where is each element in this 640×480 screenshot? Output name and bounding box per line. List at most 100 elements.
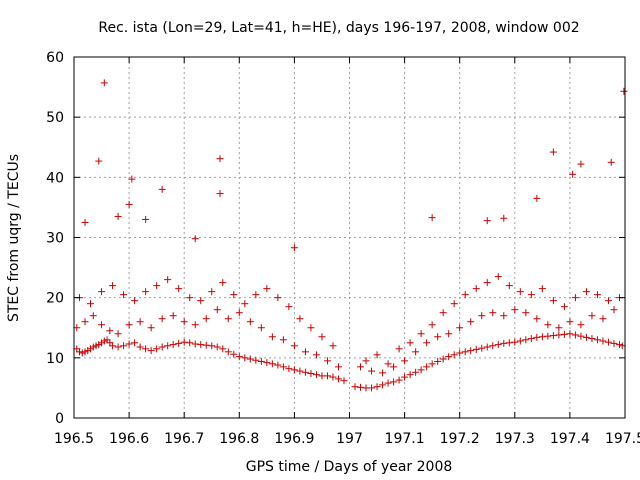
data-point [610,339,618,347]
x-tick-labels: 196.5 196.6 196.7 196.8 196.9 197 197.1 197.2 19… [54,431,640,447]
data-point [235,353,243,361]
data-point [610,306,618,314]
data-point [329,342,337,350]
y-tick-label: 30 [46,231,64,247]
data-point [191,235,199,243]
data-point [533,194,541,202]
data-point [483,279,491,287]
data-point [296,367,304,375]
data-point [197,297,205,305]
data-point [401,357,409,365]
data-point [246,355,254,363]
data-point [379,381,387,389]
data-point [577,160,585,168]
data-point [202,341,210,349]
data-point [461,348,469,356]
data-point [164,342,172,350]
data-point [373,351,381,359]
data-point [549,332,557,340]
data-point [263,359,271,367]
data-point [323,372,331,380]
data-point [131,339,139,347]
data-point [604,297,612,305]
data-point [208,288,216,296]
data-point [109,342,117,350]
data-point [301,348,309,356]
data-point [128,175,136,183]
data-point [175,339,183,347]
data-point [120,342,128,350]
data-point [268,333,276,341]
data-point [439,309,447,317]
y-tick-label: 0 [55,411,64,427]
data-point [544,332,552,340]
data-point [516,288,524,296]
data-point [312,351,320,359]
data-point [357,363,365,371]
y-tick-label: 40 [46,170,64,186]
data-point [95,157,103,165]
data-point [175,285,183,293]
data-point [417,330,425,338]
x-tick-label: 197.2 [440,431,480,447]
data-point [279,363,287,371]
data-point [213,306,221,314]
data-points [73,79,628,392]
data-point [544,321,552,329]
data-point [142,345,150,353]
data-point [549,148,557,156]
data-point [599,337,607,345]
data-point [216,155,224,163]
data-point [252,291,260,299]
data-point [533,333,541,341]
data-point [169,312,177,320]
data-point [81,318,89,326]
data-point [582,288,590,296]
data-point [158,315,166,323]
data-point [334,363,342,371]
data-point [434,333,442,341]
data-point [489,309,497,317]
data-point [191,340,199,348]
data-point [263,285,271,293]
data-point [500,339,508,347]
data-point [208,342,216,350]
data-point [230,291,238,299]
data-point [301,368,309,376]
data-point [235,309,243,317]
data-point [109,282,117,290]
data-point [307,369,315,377]
data-point [516,337,524,345]
data-point [98,288,106,296]
data-point [390,363,398,371]
data-point [312,371,320,379]
data-point [467,347,475,355]
data-point [500,312,508,320]
x-axis-label: GPS time / Days of year 2008 [246,459,453,475]
data-point [478,312,486,320]
data-point [560,330,568,338]
data-point [406,339,414,347]
data-point [571,331,579,339]
x-tick-label: 197.3 [495,431,535,447]
data-point [489,342,497,350]
y-tick-label: 60 [46,50,64,66]
chart-title: Rec. ista (Lon=29, Lat=41, h=HE), days 1… [98,20,579,36]
data-point [147,347,155,355]
data-point [384,379,392,387]
data-point [434,357,442,365]
data-point [241,354,249,362]
x-tick-label: 197 [336,431,363,447]
data-point [522,336,530,344]
y-tick-label: 10 [46,351,64,367]
data-point [599,315,607,323]
x-tick-label: 196.8 [219,431,259,447]
data-point [257,324,265,332]
data-point [527,291,535,299]
data-point [456,324,464,332]
data-point [395,345,403,353]
data-point [620,87,628,95]
data-point [417,366,425,374]
data-point [406,371,414,379]
data-point [395,376,403,384]
